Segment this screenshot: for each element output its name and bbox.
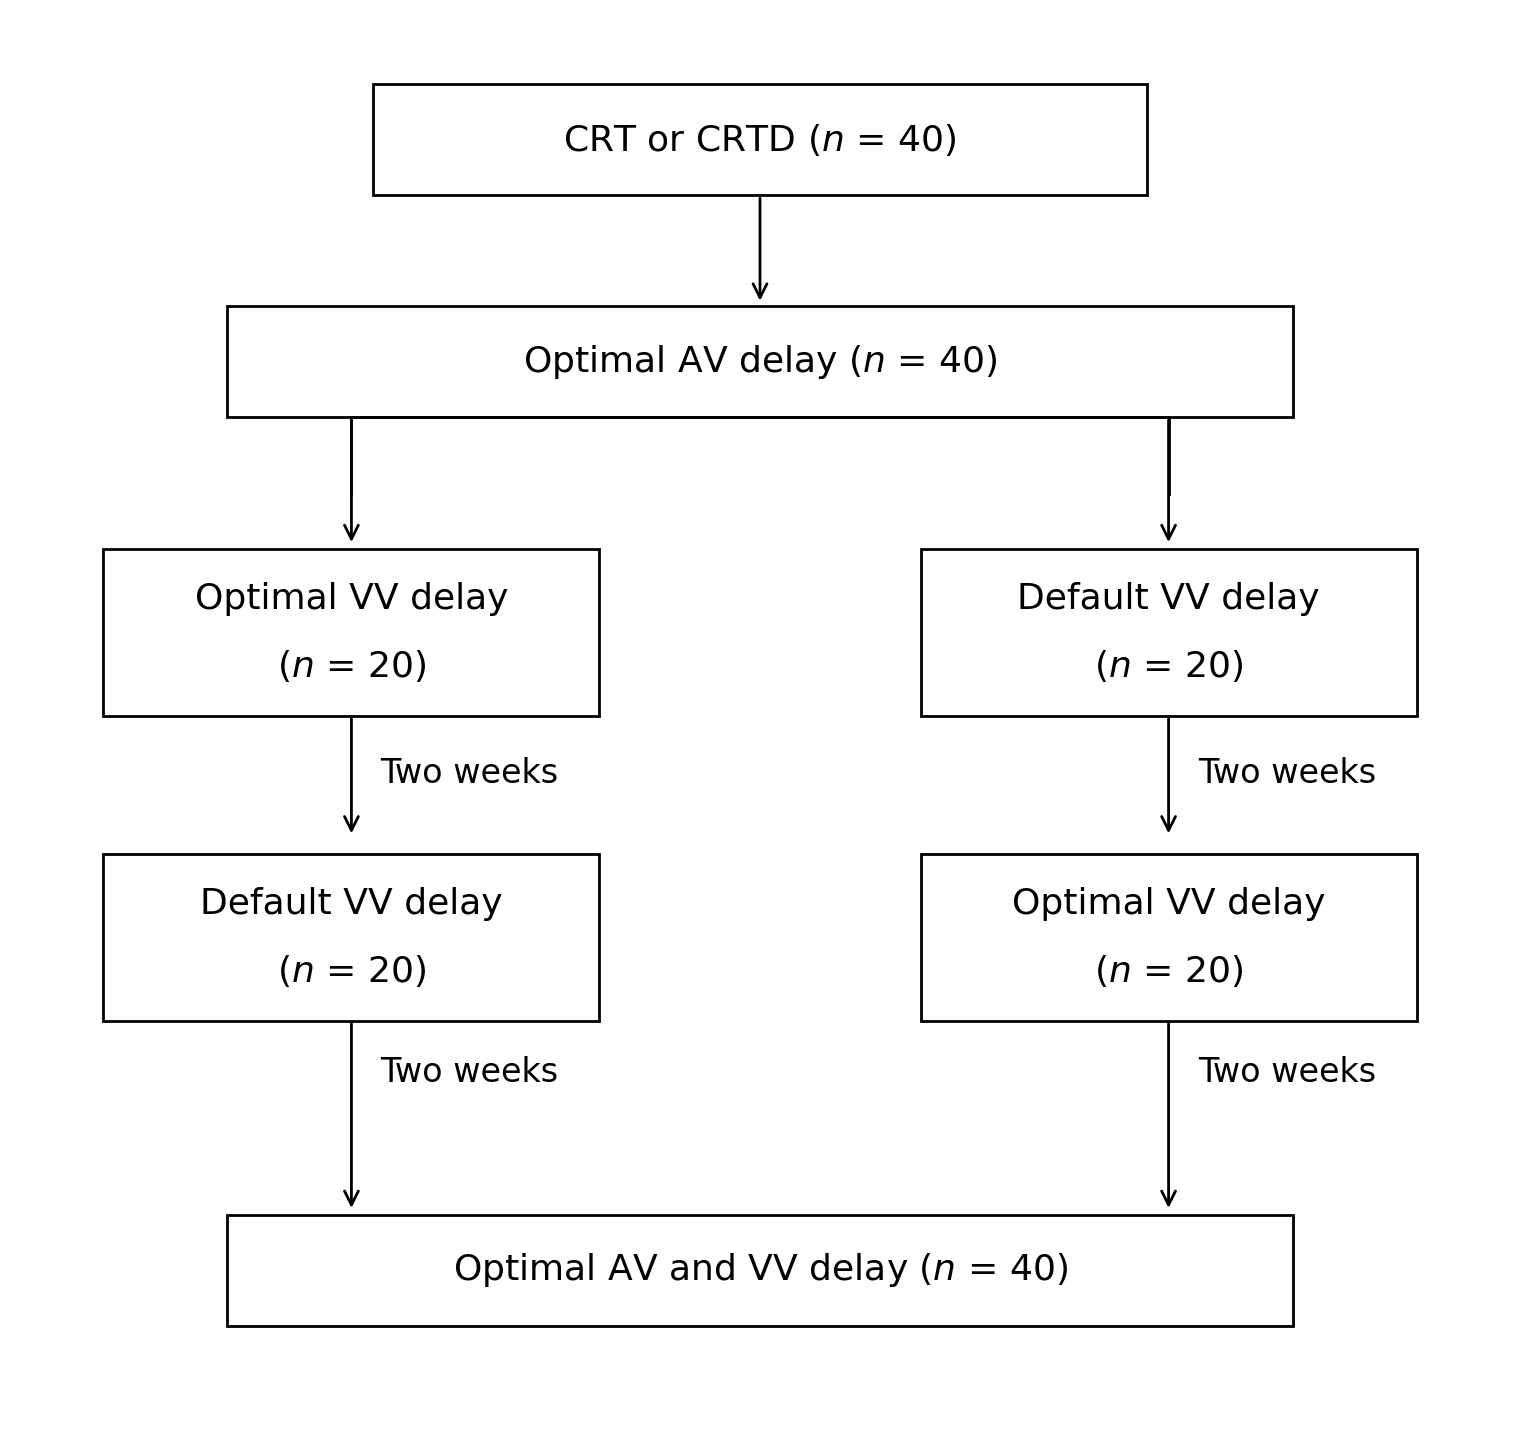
Text: Default VV delay: Default VV delay	[201, 887, 503, 922]
Text: Optimal VV delay: Optimal VV delay	[1012, 887, 1325, 922]
Text: Two weeks: Two weeks	[380, 1056, 559, 1088]
Text: ($\mathit{n}$ = 20): ($\mathit{n}$ = 20)	[277, 647, 426, 683]
Bar	[374, 84, 1146, 195]
Bar	[103, 549, 599, 715]
Text: Optimal AV delay ($\mathit{n}$ = 40): Optimal AV delay ($\mathit{n}$ = 40)	[523, 342, 997, 381]
Bar	[228, 306, 1292, 418]
Text: Optimal AV and VV delay ($\mathit{n}$ = 40): Optimal AV and VV delay ($\mathit{n}$ = …	[453, 1251, 1067, 1289]
Text: ($\mathit{n}$ = 20): ($\mathit{n}$ = 20)	[277, 952, 426, 988]
Text: ($\mathit{n}$ = 20): ($\mathit{n}$ = 20)	[1094, 952, 1243, 988]
Text: Two weeks: Two weeks	[1198, 1056, 1376, 1088]
Bar	[921, 549, 1417, 715]
Bar	[103, 854, 599, 1020]
Text: Optimal VV delay: Optimal VV delay	[195, 582, 508, 616]
Bar	[921, 854, 1417, 1020]
Text: Two weeks: Two weeks	[380, 757, 559, 790]
Text: CRT or CRTD ($\mathit{n}$ = 40): CRT or CRTD ($\mathit{n}$ = 40)	[564, 121, 956, 158]
Text: Two weeks: Two weeks	[1198, 757, 1376, 790]
Bar	[228, 1215, 1292, 1327]
Text: ($\mathit{n}$ = 20): ($\mathit{n}$ = 20)	[1094, 647, 1243, 683]
Text: Default VV delay: Default VV delay	[1017, 582, 1319, 616]
